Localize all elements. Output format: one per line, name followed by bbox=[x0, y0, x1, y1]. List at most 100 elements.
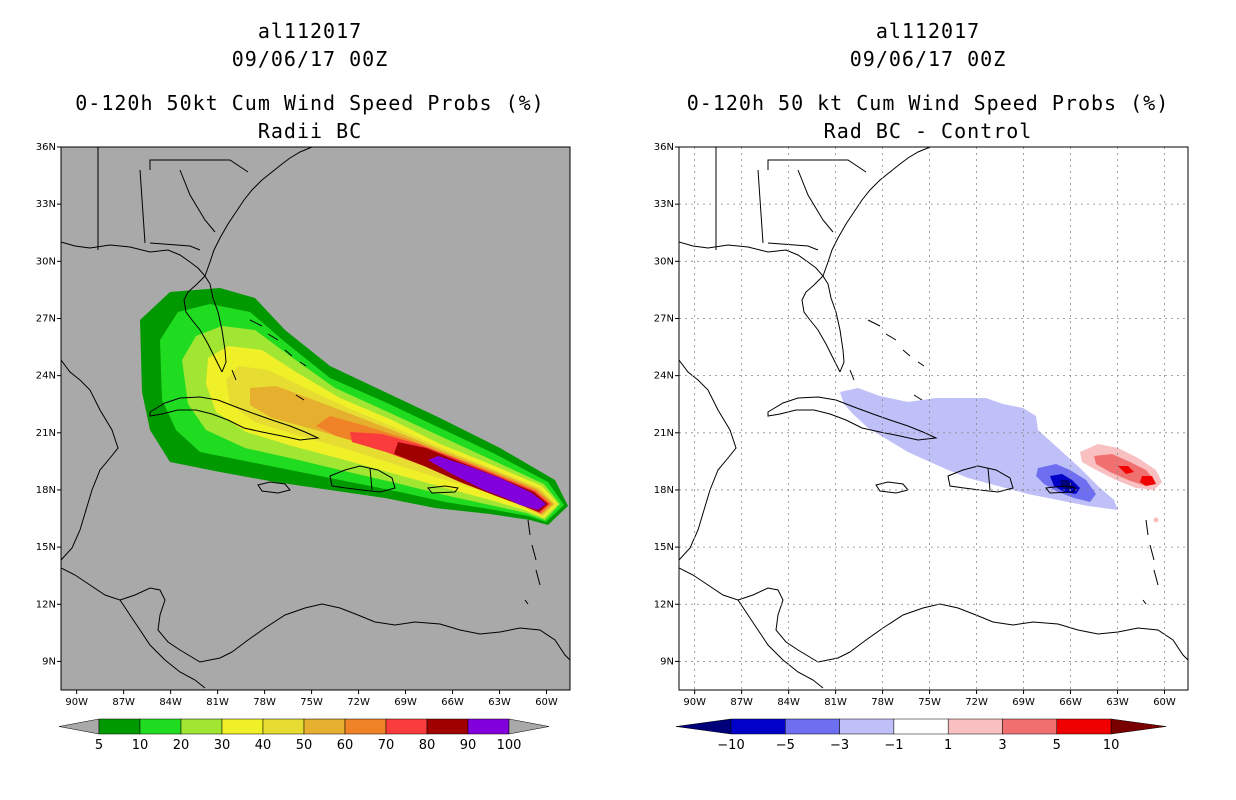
colorbar-swatch bbox=[839, 718, 895, 735]
y-tick-label: 36N bbox=[654, 142, 674, 153]
x-tick-label: 75W bbox=[918, 697, 941, 708]
y-tick-label: 12N bbox=[654, 599, 674, 610]
right-storm-id: al112017 bbox=[875, 19, 981, 43]
x-tick-label: 87W bbox=[730, 697, 753, 708]
x-tick-label: 63W bbox=[1106, 697, 1129, 708]
left-map-panel: 90W 87W 84W 81W 78W 75W 72W 69W 66W 63W 60W 9N 12N 1… bbox=[36, 142, 571, 708]
colorbar-label: 60 bbox=[337, 738, 354, 753]
left-storm-id: al112017 bbox=[257, 19, 363, 43]
colorbar-swatch bbox=[785, 718, 840, 735]
colorbar-label: 10 bbox=[132, 738, 149, 753]
y-tick-label: 15N bbox=[36, 542, 56, 553]
x-tick-label: 69W bbox=[394, 697, 417, 708]
x-tick-label: 84W bbox=[159, 697, 182, 708]
left-probability-swath bbox=[61, 147, 570, 689]
colorbar-swatch bbox=[180, 718, 223, 735]
colorbar-label: −3 bbox=[830, 738, 849, 753]
y-tick-label: 24N bbox=[36, 371, 56, 382]
right-gridlines bbox=[679, 147, 1188, 690]
colorbar-high-arrow bbox=[508, 718, 550, 735]
right-map-panel: 90W 87W 84W 81W 78W 75W 72W 69W 66W 63W 60W 9N 12N 1… bbox=[654, 142, 1189, 708]
colorbar-swatch bbox=[467, 718, 510, 735]
colorbar-swatch bbox=[730, 718, 786, 735]
colorbar-swatch bbox=[426, 718, 469, 735]
y-tick-label: 15N bbox=[654, 542, 674, 553]
colorbar-swatch bbox=[139, 718, 182, 735]
x-tick-label: 66W bbox=[1059, 697, 1082, 708]
y-tick-label: 33N bbox=[36, 199, 56, 210]
left-map-frame bbox=[60, 146, 571, 691]
y-tick-label: 9N bbox=[660, 656, 674, 667]
colorbar-label: −1 bbox=[884, 738, 903, 753]
colorbar-swatch bbox=[303, 718, 346, 735]
left-chart-title: 0-120h 50kt Cum Wind Speed Probs (%) bbox=[75, 91, 545, 115]
left-chart-subtitle: Radii BC bbox=[257, 119, 363, 143]
colorbar-label: 20 bbox=[173, 738, 190, 753]
colorbar-label: −10 bbox=[717, 738, 744, 753]
right-chart-title: 0-120h 50 kt Cum Wind Speed Probs (%) bbox=[686, 91, 1170, 115]
colorbar-label: 80 bbox=[419, 738, 436, 753]
colorbar-label: 5 bbox=[1053, 738, 1061, 753]
x-tick-label: 72W bbox=[965, 697, 988, 708]
colorbar-label: 100 bbox=[497, 738, 522, 753]
colorbar-swatch bbox=[385, 718, 428, 735]
y-tick-label: 12N bbox=[36, 599, 56, 610]
x-tick-label: 81W bbox=[206, 697, 229, 708]
y-tick-label: 18N bbox=[36, 485, 56, 496]
y-tick-label: 9N bbox=[42, 656, 56, 667]
colorbar-label: 5 bbox=[95, 738, 103, 753]
y-tick-label: 33N bbox=[654, 199, 674, 210]
colorbar-swatch bbox=[893, 718, 949, 735]
left-colorbar: 5 10 20 30 40 50 60 70 80 90 100 bbox=[58, 718, 550, 753]
colorbar-label: 90 bbox=[460, 738, 477, 753]
y-tick-label: 21N bbox=[36, 428, 56, 439]
right-x-axis: 90W 87W 84W 81W 78W 75W 72W 69W 66W 63W 60W bbox=[683, 690, 1176, 708]
y-tick-label: 27N bbox=[654, 313, 674, 324]
x-tick-label: 60W bbox=[535, 697, 558, 708]
colorbar-label: 30 bbox=[214, 738, 231, 753]
colorbar-swatch bbox=[947, 718, 1003, 735]
colorbar-label: 40 bbox=[255, 738, 272, 753]
y-tick-label: 18N bbox=[654, 485, 674, 496]
colorbar-label: 3 bbox=[998, 738, 1006, 753]
right-difference-field bbox=[679, 147, 1188, 690]
x-tick-label: 63W bbox=[488, 697, 511, 708]
x-tick-label: 90W bbox=[65, 697, 88, 708]
colorbar-swatch bbox=[1002, 718, 1058, 735]
x-tick-label: 78W bbox=[253, 697, 276, 708]
colorbar-swatch bbox=[1056, 718, 1112, 735]
y-tick-label: 24N bbox=[654, 371, 674, 382]
colorbar-swatch bbox=[344, 718, 387, 735]
x-tick-label: 60W bbox=[1153, 697, 1176, 708]
colorbar-swatch bbox=[221, 718, 264, 735]
colorbar-label: 10 bbox=[1103, 738, 1120, 753]
y-tick-label: 21N bbox=[654, 428, 674, 439]
right-y-axis: 9N 12N 15N 18N 21N 24N 27N 30N 33N 36N bbox=[654, 142, 679, 667]
left-x-axis: 90W 87W 84W 81W 78W 75W 72W 69W 66W 63W 60W bbox=[65, 690, 558, 708]
y-tick-label: 36N bbox=[36, 142, 56, 153]
right-colorbar: −10 −5 −3 −1 1 3 5 10 bbox=[675, 718, 1167, 753]
x-tick-label: 90W bbox=[683, 697, 706, 708]
y-tick-label: 30N bbox=[654, 256, 674, 267]
colorbar-label: 50 bbox=[296, 738, 313, 753]
right-cycle: 09/06/17 00Z bbox=[849, 47, 1007, 71]
left-cycle: 09/06/17 00Z bbox=[231, 47, 389, 71]
right-chart-subtitle: Rad BC - Control bbox=[823, 119, 1033, 143]
x-tick-label: 81W bbox=[824, 697, 847, 708]
x-tick-label: 72W bbox=[347, 697, 370, 708]
x-tick-label: 66W bbox=[441, 697, 464, 708]
diff-pos-speck bbox=[1153, 517, 1159, 523]
colorbar-low-arrow bbox=[675, 718, 732, 735]
colorbar-swatch bbox=[262, 718, 305, 735]
x-tick-label: 69W bbox=[1012, 697, 1035, 708]
x-tick-label: 75W bbox=[300, 697, 323, 708]
diff-pos-strong bbox=[1118, 466, 1156, 486]
colorbar-label: 70 bbox=[378, 738, 395, 753]
colorbar-high-arrow bbox=[1110, 718, 1167, 735]
left-y-axis: 9N 12N 15N 18N 21N 24N 27N 30N 33N 36N bbox=[36, 142, 61, 667]
colorbar-low-arrow bbox=[58, 718, 100, 735]
colorbar-label: 1 bbox=[944, 738, 952, 753]
right-map-frame bbox=[678, 146, 1189, 691]
y-tick-label: 27N bbox=[36, 313, 56, 324]
